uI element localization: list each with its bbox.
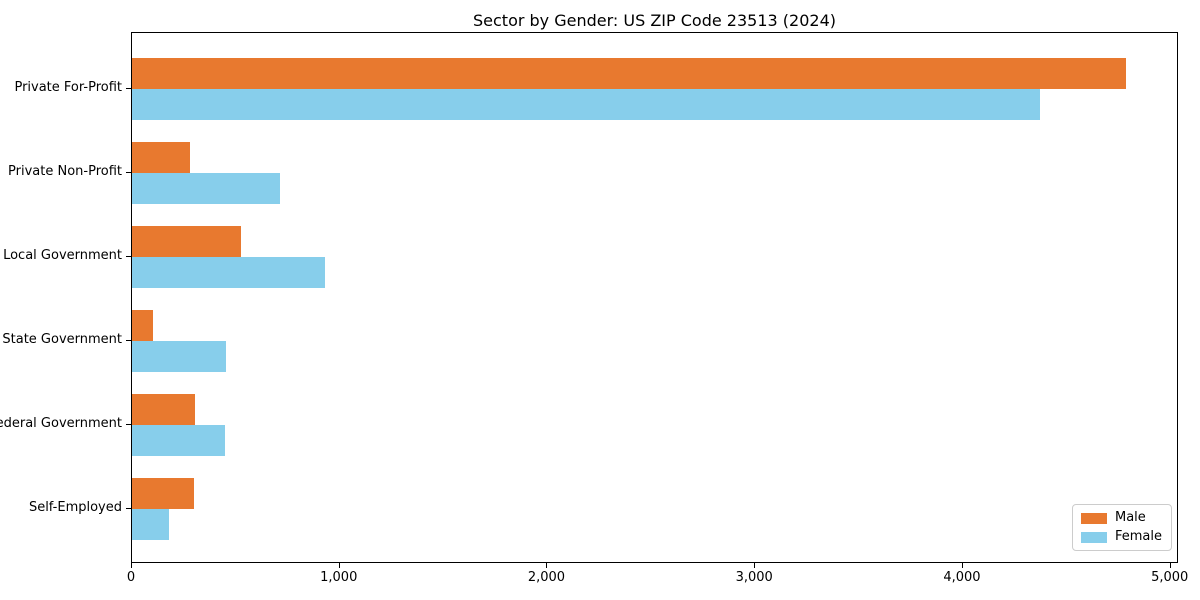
ytick-mark bbox=[126, 88, 131, 89]
bar-male-private-for-profit bbox=[132, 58, 1127, 89]
ytick-mark bbox=[126, 340, 131, 341]
bar-male-local-government bbox=[132, 226, 241, 257]
bar-male-self-employed bbox=[132, 478, 195, 509]
ytick-label-self-employed: Self-Employed bbox=[28, 500, 122, 515]
bar-female-federal-government bbox=[132, 425, 226, 456]
ytick-mark bbox=[126, 424, 131, 425]
ytick-label-federal-government: Federal Government bbox=[0, 416, 122, 431]
ytick-label-local-government: Local Government bbox=[3, 248, 122, 263]
legend-entry-male: Male bbox=[1080, 510, 1162, 525]
legend-label-female: Female bbox=[1114, 529, 1162, 544]
bar-group-private-non-profit bbox=[132, 142, 1177, 204]
chart-title: Sector by Gender: US ZIP Code 23513 (202… bbox=[473, 11, 836, 30]
legend-entry-female: Female bbox=[1080, 529, 1162, 544]
legend-swatch-female bbox=[1080, 531, 1107, 543]
bar-male-state-government bbox=[132, 310, 153, 341]
ytick-label-state-government: State Government bbox=[2, 332, 122, 347]
xtick-mark bbox=[338, 563, 340, 568]
bar-group-local-government bbox=[132, 226, 1177, 288]
bar-female-local-government bbox=[132, 257, 325, 288]
xtick-label-4000: 4,000 bbox=[943, 570, 981, 585]
bar-female-state-government bbox=[132, 341, 227, 372]
xtick-label-1000: 1,000 bbox=[320, 570, 358, 585]
bar-group-self-employed bbox=[132, 478, 1177, 540]
xtick-mark bbox=[546, 563, 548, 568]
xtick-label-5000: 5,000 bbox=[1151, 570, 1189, 585]
bar-female-private-for-profit bbox=[132, 89, 1041, 120]
bar-female-private-non-profit bbox=[132, 173, 281, 204]
legend-label-male: Male bbox=[1114, 510, 1146, 525]
ytick-mark bbox=[126, 256, 131, 257]
plot-area: Male Female bbox=[131, 32, 1178, 563]
legend-swatch-male bbox=[1080, 512, 1107, 524]
bar-female-self-employed bbox=[132, 509, 170, 540]
bar-male-private-non-profit bbox=[132, 142, 191, 173]
legend: Male Female bbox=[1071, 504, 1172, 551]
ytick-label-private-non-profit: Private Non-Profit bbox=[8, 164, 122, 179]
xtick-label-2000: 2,000 bbox=[527, 570, 566, 585]
bar-male-federal-government bbox=[132, 394, 196, 425]
ytick-mark bbox=[126, 508, 131, 509]
xtick-mark bbox=[1169, 563, 1171, 568]
ytick-mark bbox=[126, 172, 131, 173]
bar-group-private-for-profit bbox=[132, 58, 1177, 120]
xtick-mark bbox=[754, 563, 756, 568]
xtick-mark bbox=[961, 563, 963, 568]
xtick-label-3000: 3,000 bbox=[735, 570, 773, 585]
ytick-label-private-for-profit: Private For-Profit bbox=[14, 80, 122, 95]
bar-group-federal-government bbox=[132, 394, 1177, 456]
bar-group-state-government bbox=[132, 310, 1177, 372]
xtick-label-0: 0 bbox=[126, 570, 136, 585]
xtick-mark bbox=[131, 563, 132, 568]
